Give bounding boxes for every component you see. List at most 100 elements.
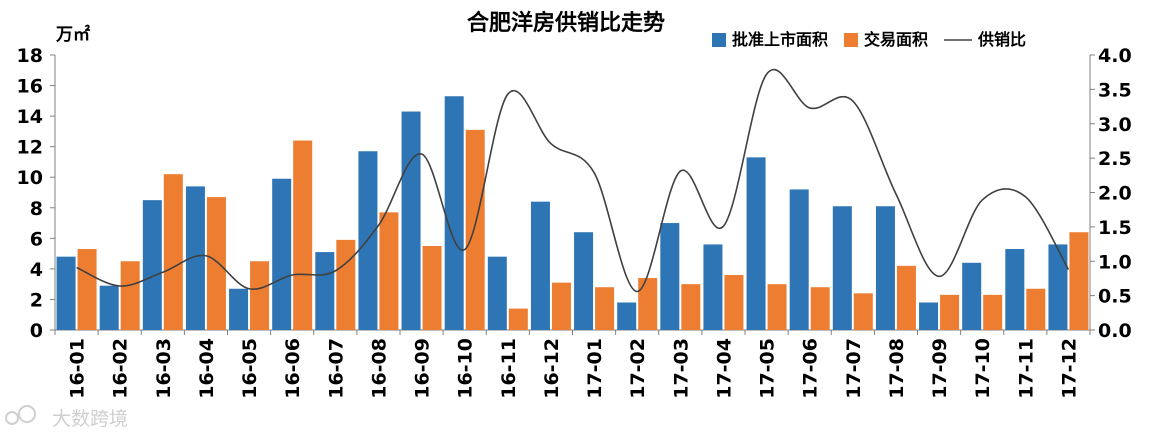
y-right-tick-label: 2.0 [1098,183,1132,205]
x-ticks-group: 16-01 16-02 16-03 16-04 16-05 16-06 16-07 16-08… [54,330,1091,399]
watermark-group: 大数跨境 [5,405,128,430]
y-right-tick-label: 2.5 [1098,148,1132,170]
bar-transaction-area [422,245,442,330]
x-tick-label: 17-07 [843,338,865,399]
x-tick-label: 17-09 [929,338,951,399]
bar-transaction-area [1069,232,1089,330]
y-left-tick-label: 2 [30,289,43,311]
bar-approved-area [229,288,249,330]
bar-approved-area [444,96,464,330]
y-left-tick-label: 8 [30,198,43,220]
x-tick-label: 16-10 [455,338,477,399]
y-right-tick-label: 0.5 [1098,286,1132,308]
bar-transaction-area [896,265,916,330]
x-tick-label: 17-11 [1015,338,1037,399]
x-tick-label: 16-08 [368,338,390,399]
x-tick-label: 16-03 [153,338,175,399]
bar-approved-area [1005,249,1025,330]
bar-transaction-area [940,294,960,330]
x-tick-label: 17-04 [713,338,735,399]
x-tick-label: 16-05 [239,338,261,399]
bar-approved-area [660,223,680,330]
chart-title: 合肥洋房供销比走势 [467,10,665,36]
x-tick-label: 16-12 [541,338,563,399]
bar-transaction-area [163,174,183,330]
legend-label: 批准上市面积 [732,30,828,49]
bar-approved-area [142,200,162,330]
bar-transaction-area [638,278,658,330]
bar-approved-area [617,302,637,330]
x-tick-label: 17-08 [886,338,908,399]
x-tick-label: 16-09 [412,338,434,399]
bar-transaction-area [465,129,485,330]
x-tick-label: 16-02 [110,338,132,399]
bar-transaction-area [379,212,399,330]
bar-transaction-area [293,140,313,330]
bar-transaction-area [551,282,571,330]
bar-transaction-area [983,294,1003,330]
watermark-logo-icon-2 [18,405,36,423]
bar-approved-area [401,111,421,331]
x-tick-label: 16-11 [498,338,520,399]
x-tick-label: 17-06 [800,338,822,399]
x-tick-label: 16-07 [325,338,347,399]
legend-label: 供销比 [977,30,1026,49]
y-right-tick-label: 3.0 [1098,114,1132,136]
bar-transaction-area [336,239,356,330]
bar-approved-area [315,252,335,330]
bar-transaction-area [595,287,615,330]
legend-swatch [712,33,726,47]
bars-group [56,96,1089,331]
bar-approved-area [1048,244,1068,330]
y-left-tick-label: 4 [30,259,43,281]
y-left-tick-label: 10 [17,167,43,189]
bar-approved-area [746,157,766,330]
bar-transaction-area [250,261,270,330]
y-left-tick-label: 18 [17,45,43,67]
bar-approved-area [789,189,809,330]
bar-transaction-area [724,275,744,330]
legend-swatch [844,33,858,47]
bar-approved-area [56,256,76,330]
y-left-tick-label: 16 [17,76,43,98]
x-tick-label: 16-01 [67,338,89,399]
y-right-tick-label: 3.5 [1098,79,1132,101]
x-tick-label: 17-10 [972,338,994,399]
watermark-text: 大数跨境 [52,408,128,430]
y-left-tick-label: 12 [17,137,43,159]
bar-approved-area [832,206,852,330]
bar-approved-area [962,262,982,330]
watermark-logo-icon [5,411,19,425]
bar-transaction-area [853,293,873,330]
bar-transaction-area [206,197,226,330]
y-right-tick-label: 4.0 [1098,45,1132,67]
x-tick-label: 17-01 [584,338,606,399]
y-right-tick-label: 1.0 [1098,251,1132,273]
bar-approved-area [919,302,939,330]
bar-approved-area [272,178,292,330]
x-tick-label: 16-04 [196,338,218,399]
y-left-tick-label: 0 [30,320,43,342]
y-left-tick-label: 14 [17,106,43,128]
bar-transaction-area [508,308,528,330]
bar-transaction-area [810,287,830,330]
bar-approved-area [574,232,594,330]
x-tick-label: 17-12 [1058,338,1080,399]
bar-approved-area [185,186,205,330]
ratio-line [76,68,1070,293]
x-tick-label: 17-05 [757,338,779,399]
x-tick-label: 16-06 [282,338,304,399]
x-tick-label: 17-02 [627,338,649,399]
axes-group: 0 2 4 6 8 10 12 14 16 18 0.0 0.5 1.0 1.5 2.0 2.5 3.0 3.5 4… [17,45,1132,342]
bar-approved-area [703,244,723,330]
bar-approved-area [530,201,550,330]
y-right-tick-label: 0.0 [1098,320,1132,342]
bar-approved-area [487,256,507,330]
x-tick-label: 17-03 [670,338,692,399]
bar-transaction-area [77,249,97,330]
legend-label: 交易面积 [864,30,928,49]
bar-transaction-area [767,284,787,330]
bar-approved-area [875,206,895,330]
